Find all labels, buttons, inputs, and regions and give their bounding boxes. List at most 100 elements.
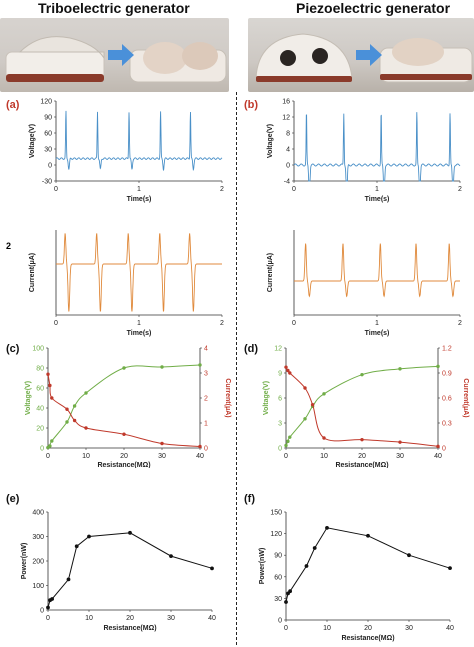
x-tick-label: 2 [220, 320, 224, 327]
panel-label: (d) [244, 343, 258, 355]
x-tick-label: 40 [208, 615, 216, 622]
y-tick-label: 90 [274, 553, 282, 560]
x-tick-label: 1 [137, 320, 141, 327]
y-axis-label-right: Current(μA) [462, 378, 469, 417]
power-point [448, 566, 452, 571]
chart-c: (c) 0 20 40 60 80 100 0 1 2 3 4 0 10 20 30 40 Resistance(… [0, 338, 236, 469]
power-point [407, 553, 411, 558]
chart-f: (f) 0 30 60 90 120 150 0 10 20 30 40 Resistance(MΩ) P… [238, 492, 474, 642]
voltage-point [288, 435, 292, 439]
power-point [50, 597, 54, 601]
y-axis-label: Voltage(V) [29, 124, 36, 158]
triboelectric-photo-art [5, 36, 227, 83]
x-tick-label: 0 [46, 615, 50, 622]
piezoelectric-device-photo [248, 18, 474, 92]
y-axis-label-right: Current(μA) [224, 378, 231, 417]
power-point [366, 533, 370, 538]
y-tick-label: 16 [282, 99, 290, 106]
voltage-point [398, 367, 402, 371]
x-tick-label: 2 [458, 186, 462, 193]
current-point [436, 444, 440, 449]
blue-arrow-icon [108, 44, 134, 66]
y-tick-label-left: 12 [274, 346, 282, 353]
x-tick-label: 30 [405, 625, 413, 632]
y-tick-label-left: 6 [278, 396, 282, 403]
voltage-point [50, 439, 54, 443]
y-axis-label-left: Voltage(V) [263, 381, 270, 415]
chart-a-current: 0 1 2 Time(s) Current(μA) [0, 222, 236, 337]
current-point [65, 407, 69, 411]
y-tick-label-left: 60 [36, 386, 44, 393]
y-tick-label-right: 3 [204, 371, 208, 378]
x-tick-label: 40 [446, 625, 454, 632]
y-tick-label: 90 [44, 115, 52, 122]
x-axis-label: Time(s) [127, 196, 152, 203]
signal-line [293, 112, 461, 182]
y-tick-label: 60 [44, 131, 52, 138]
current-point [284, 365, 288, 369]
signal-line [56, 233, 222, 312]
y-tick-label: 30 [44, 147, 52, 154]
y-axis-label: Power(nW) [21, 543, 28, 580]
x-tick-label: 10 [320, 453, 328, 460]
column-divider [236, 92, 237, 645]
y-tick-label: 0 [286, 163, 290, 170]
current-point [122, 432, 126, 436]
y-tick-label-right: 1.2 [442, 346, 452, 353]
y-tick-label-right: 0.9 [442, 371, 452, 378]
x-tick-label: 0 [292, 186, 296, 193]
x-tick-label: 1 [375, 320, 379, 327]
x-tick-label: 1 [137, 186, 141, 193]
y-axis-label: Voltage(V) [267, 124, 274, 158]
voltage-point [436, 364, 440, 369]
current-point [198, 444, 202, 449]
y-tick-label: 30 [274, 596, 282, 603]
current-point [398, 440, 402, 444]
y-tick-label: 4 [286, 147, 290, 154]
x-tick-label: 0 [54, 320, 58, 327]
current-point [310, 402, 315, 407]
voltage-point [84, 391, 88, 395]
x-axis-label: Resistance(MΩ) [97, 462, 150, 468]
y-axis-label: Power(nW) [259, 548, 266, 585]
chart-d: (d) 0 3 6 9 12 0 0.3 0.6 0.9 1.2 0 10 20 30 40 Resistanc… [238, 338, 474, 469]
chart-e: (e) 0 100 200 300 400 0 10 20 30 40 Resistance(MΩ) P… [0, 492, 236, 632]
chart-svg: (d) 0 3 6 9 12 0 0.3 0.6 0.9 1.2 0 10 20 30 40 Resistanc… [244, 343, 469, 469]
y-tick-label: 12 [282, 115, 290, 122]
power-point [87, 534, 91, 539]
voltage-point [322, 392, 326, 396]
panel-label: (e) [6, 493, 20, 505]
x-axis-label: Time(s) [365, 196, 390, 203]
current-point [286, 368, 290, 373]
voltage-point [303, 417, 307, 421]
power-point [288, 589, 292, 594]
y-axis-label: Current(μA) [29, 253, 36, 292]
voltage-point [286, 439, 290, 444]
power-point [46, 605, 50, 610]
x-tick-label: 40 [434, 453, 442, 460]
panel-label: (f) [244, 493, 255, 505]
x-tick-label: 0 [284, 453, 288, 460]
voltage-line [285, 365, 439, 446]
voltage-point [360, 372, 364, 377]
y-tick-label: 120 [270, 531, 282, 538]
current-point [303, 386, 307, 390]
chart-svg: 0 1 2 Time(s) Current(μA) [29, 230, 224, 337]
x-axis-label: Time(s) [365, 330, 390, 337]
x-axis-label: Resistance(MΩ) [335, 462, 388, 468]
y-tick-label-left: 0 [40, 446, 44, 453]
x-tick-label: 10 [82, 453, 90, 460]
power-point [66, 577, 71, 582]
signal-line [55, 110, 223, 172]
y-tick-label: -4 [284, 179, 290, 186]
current-point [50, 396, 54, 400]
power-point [210, 566, 214, 571]
current-point [322, 436, 326, 440]
y-tick-label: 100 [32, 583, 44, 590]
x-tick-label: 20 [120, 453, 128, 460]
power-line [285, 527, 451, 603]
y-tick-label-right: 0.6 [442, 396, 452, 403]
